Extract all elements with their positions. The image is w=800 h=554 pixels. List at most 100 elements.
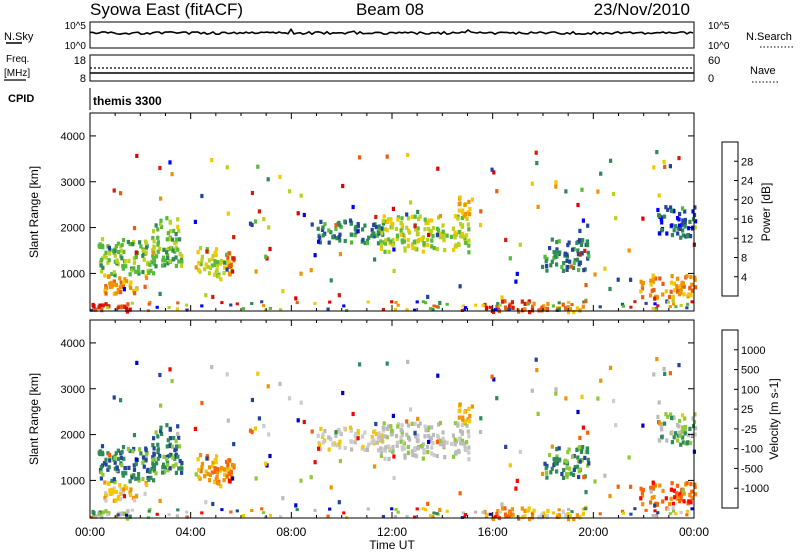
range-cell [174, 247, 178, 252]
range-cell [639, 496, 643, 501]
range-cell [403, 248, 407, 253]
range-cell [462, 308, 467, 312]
range-cell [128, 307, 132, 312]
nave-label: Nave [750, 65, 776, 77]
range-cell [106, 306, 110, 310]
range-cell [557, 508, 561, 512]
range-cell [151, 236, 155, 241]
range-cell [320, 227, 325, 232]
range-cell [661, 488, 665, 493]
range-cell [436, 166, 440, 171]
range-cell [176, 247, 180, 252]
range-cell [101, 303, 105, 308]
range-cell [107, 245, 111, 250]
range-cell [177, 228, 181, 233]
range-cell [540, 305, 544, 310]
range-cell [654, 515, 658, 519]
range-cell [175, 237, 179, 242]
range-cell [379, 239, 383, 244]
range-cell [317, 239, 321, 244]
range-cell [555, 469, 559, 474]
range-cell [150, 259, 154, 265]
range-cell [128, 272, 132, 277]
range-cell [113, 460, 117, 465]
range-cell [337, 427, 341, 432]
range-cell [400, 216, 404, 221]
range-cell [657, 193, 661, 198]
range-cell [215, 267, 219, 272]
range-cell [580, 458, 584, 463]
range-cell [545, 463, 549, 468]
velocity-x-ticks [89, 320, 695, 518]
range-cell [200, 258, 204, 263]
range-cell [142, 455, 146, 460]
range-cell [627, 248, 631, 253]
range-cell [313, 301, 317, 305]
range-cell [688, 426, 692, 431]
range-cell [419, 236, 424, 242]
range-cell [565, 459, 569, 464]
velocity-colorbar [721, 329, 739, 509]
range-cell [410, 449, 415, 454]
range-cell [463, 202, 467, 208]
range-cell [693, 277, 697, 282]
colorbar-tick-label: 24 [741, 176, 753, 188]
range-cell [175, 444, 179, 449]
range-cell [422, 242, 426, 247]
range-cell [668, 164, 672, 169]
range-cell [583, 248, 587, 253]
range-cell [663, 421, 667, 426]
range-cell [365, 447, 369, 453]
range-cell [458, 402, 462, 407]
range-cell [217, 274, 221, 279]
range-cell [380, 438, 384, 443]
range-cell [685, 481, 689, 486]
range-cell [435, 305, 439, 309]
range-cell [119, 497, 123, 502]
range-cell [223, 472, 227, 477]
range-cell [639, 289, 643, 294]
range-cell [514, 279, 518, 284]
range-cell [422, 449, 426, 454]
range-cell [170, 379, 174, 384]
range-cell [570, 303, 574, 307]
range-cell [411, 245, 415, 251]
range-cell [442, 237, 446, 242]
range-cell [108, 458, 112, 463]
range-cell [419, 443, 424, 449]
range-cell [176, 224, 180, 229]
range-cell [151, 457, 155, 462]
colorbar-tick-label: 1000 [741, 345, 765, 357]
range-cell [453, 214, 457, 219]
range-cell [137, 476, 141, 481]
range-cell [517, 516, 521, 521]
range-cell [254, 269, 258, 274]
range-cell [90, 308, 94, 312]
range-cell [389, 239, 393, 244]
range-cell [658, 276, 662, 281]
range-cell [651, 279, 655, 284]
range-cell [575, 306, 579, 311]
time-tick-label: 00:00 [75, 525, 105, 539]
range-cell [458, 491, 462, 496]
range-cell [394, 508, 398, 511]
range-cell [676, 438, 680, 443]
range-cell [537, 515, 541, 520]
range-cell [581, 304, 585, 309]
range-cell [97, 305, 101, 310]
range-cell [175, 514, 179, 518]
range-cell [135, 153, 139, 158]
range-cell [682, 499, 686, 504]
range-cell [655, 294, 659, 300]
range-cell [318, 442, 322, 447]
range-cell [504, 444, 508, 449]
range-cell [374, 214, 378, 220]
range-cell [363, 447, 367, 453]
range-cell [677, 430, 682, 435]
range-cell [309, 268, 313, 273]
range-cell [155, 305, 159, 309]
range-cell [683, 209, 687, 214]
range-cell [176, 424, 180, 429]
range-cell [338, 232, 342, 237]
